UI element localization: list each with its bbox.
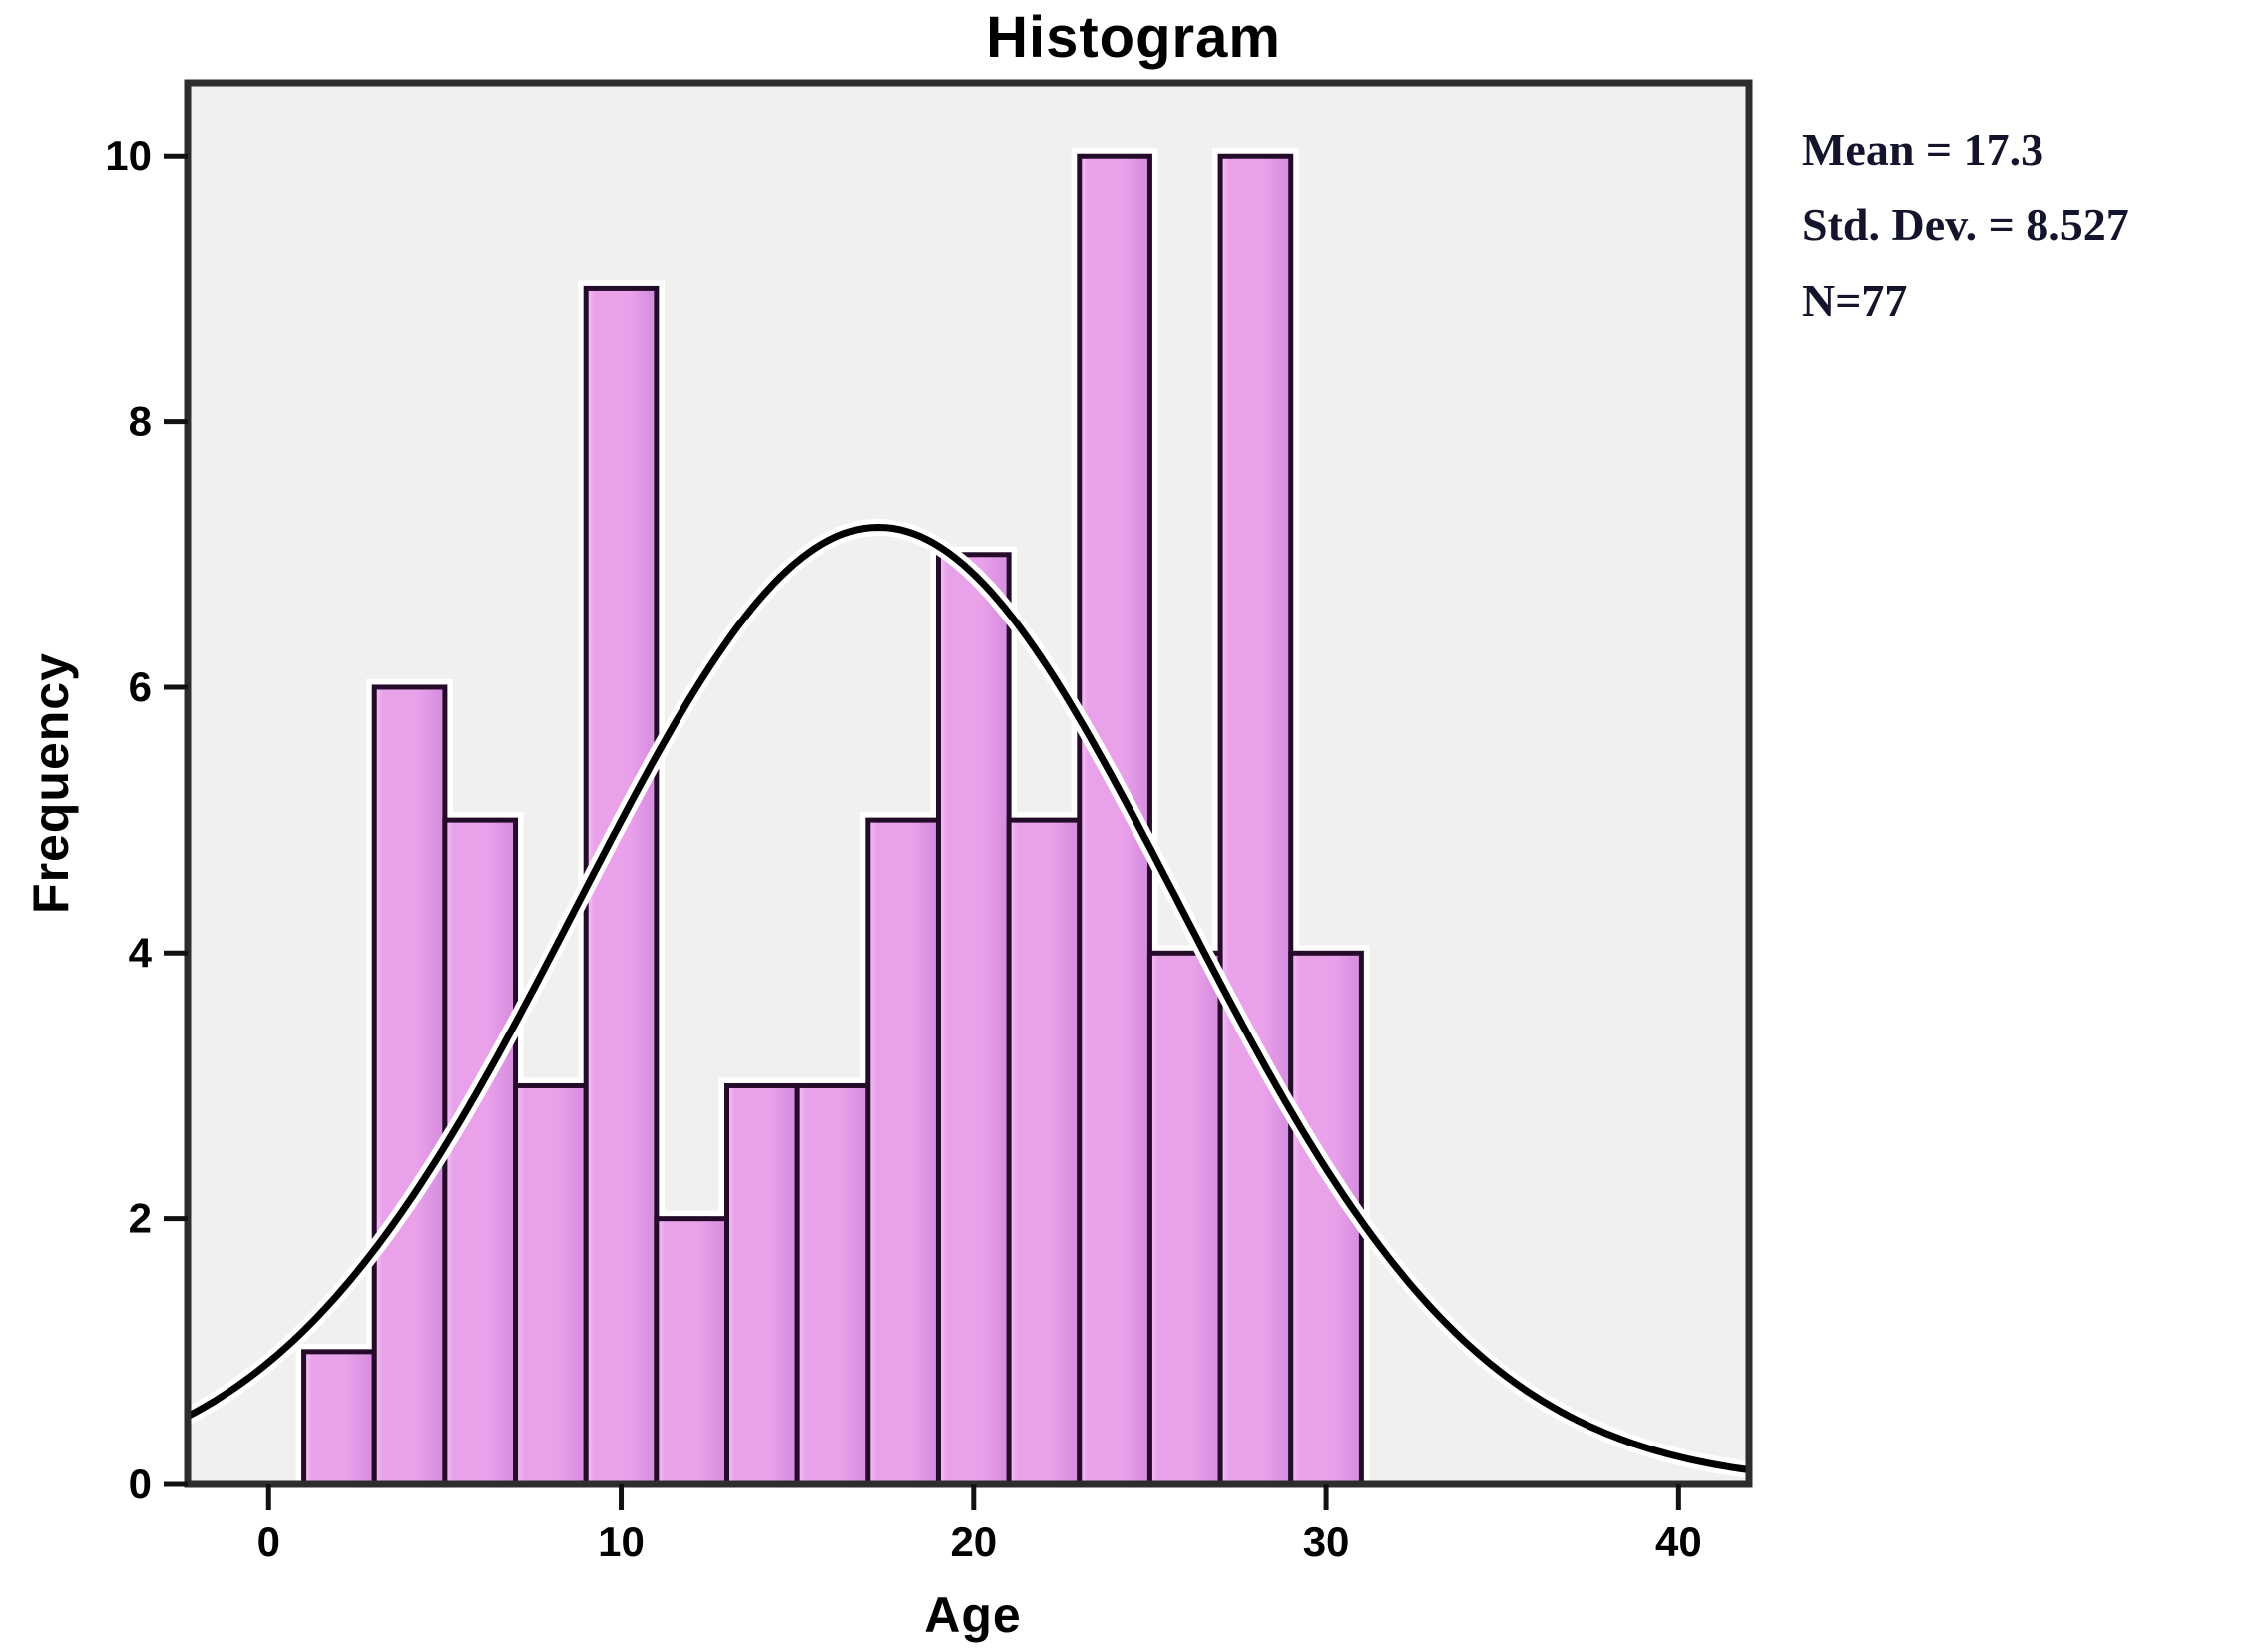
histogram-bar [865, 817, 941, 1484]
histogram-bar [442, 817, 519, 1484]
histogram-bar [654, 1216, 730, 1484]
y-tick-label: 0 [129, 1460, 152, 1507]
stats-annotation: Mean = 17.3 Std. Dev. = 8.527 N=77 [1802, 112, 2129, 339]
histogram-bar [371, 684, 448, 1484]
y-tick-label: 4 [129, 929, 153, 976]
x-axis-title: Age [924, 1587, 1022, 1643]
stat-std-dev: Std. Dev. = 8.527 [1802, 200, 2129, 250]
x-tick-label: 10 [598, 1518, 645, 1565]
x-tick-label: 0 [257, 1518, 280, 1565]
stat-mean: Mean = 17.3 [1802, 124, 2044, 175]
x-tick-label: 40 [1655, 1518, 1702, 1565]
histogram-bar [724, 1082, 800, 1484]
normal-curve [188, 524, 1749, 1473]
y-tick-label: 6 [129, 663, 152, 710]
y-tick-label: 8 [129, 398, 152, 445]
histogram-bar [301, 1349, 377, 1484]
histogram-bar [583, 285, 660, 1484]
y-tick-label: 2 [129, 1195, 152, 1242]
histogram-bar [794, 1082, 871, 1484]
x-tick-label: 30 [1303, 1518, 1350, 1565]
histogram-bar [1146, 950, 1223, 1484]
y-axis-title: Frequency [23, 652, 79, 914]
y-tick-label: 10 [105, 132, 152, 179]
stat-n: N=77 [1802, 275, 1908, 326]
plot-frame [184, 79, 1753, 1488]
histogram-bar [935, 552, 1012, 1484]
histogram-bar [1006, 817, 1083, 1484]
histogram-bar [1217, 153, 1294, 1484]
x-tick-label: 20 [950, 1518, 997, 1565]
chart-title: Histogram [986, 5, 1281, 70]
histogram-bar [513, 1082, 589, 1484]
